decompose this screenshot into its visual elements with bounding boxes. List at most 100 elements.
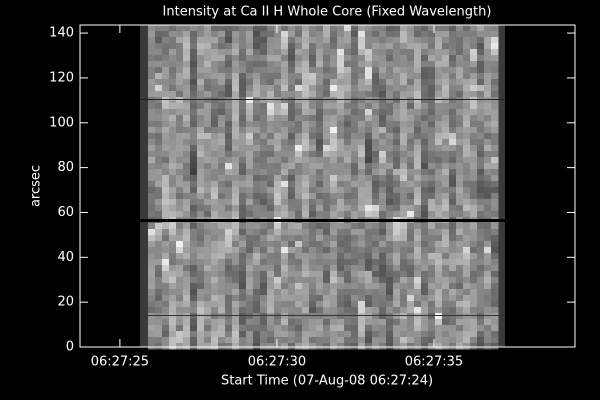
image-cell	[274, 55, 282, 62]
image-cell	[463, 121, 471, 128]
image-cell	[421, 331, 429, 338]
image-cell	[176, 163, 184, 170]
image-cell	[225, 229, 233, 236]
image-cell	[344, 235, 352, 242]
image-cell	[442, 97, 450, 104]
image-cell	[414, 85, 422, 92]
image-cell	[330, 55, 338, 62]
image-cell	[358, 97, 366, 104]
image-cell	[379, 25, 387, 32]
image-cell	[281, 109, 289, 116]
image-cell	[435, 283, 443, 290]
image-cell	[218, 319, 226, 326]
image-cell	[281, 253, 289, 260]
image-cell	[204, 151, 212, 158]
image-cell	[288, 25, 296, 32]
image-cell	[295, 271, 303, 278]
image-cell	[183, 139, 191, 146]
image-cell	[491, 229, 499, 236]
image-cell	[449, 223, 457, 230]
image-cell	[442, 85, 450, 92]
image-cell	[253, 145, 261, 152]
image-cell	[414, 31, 422, 38]
image-cell	[428, 127, 436, 134]
image-cell	[183, 331, 191, 338]
image-cell	[267, 325, 275, 332]
image-cell	[470, 37, 478, 44]
image-cell	[183, 163, 191, 170]
image-cell	[449, 73, 457, 80]
image-cell	[267, 43, 275, 50]
image-cell	[162, 331, 170, 338]
image-cell	[421, 61, 429, 68]
image-cell	[470, 103, 478, 110]
image-cell	[239, 247, 247, 254]
image-cell	[456, 121, 464, 128]
image-cell	[148, 181, 156, 188]
image-cell	[442, 211, 450, 218]
image-cell	[295, 115, 303, 122]
image-cell	[218, 241, 226, 248]
image-cell	[372, 67, 380, 74]
image-cell	[393, 79, 401, 86]
image-cell	[372, 79, 380, 86]
image-cell	[197, 301, 205, 308]
image-cell	[309, 31, 317, 38]
image-cell	[253, 229, 261, 236]
image-cell	[449, 103, 457, 110]
image-cell	[414, 103, 422, 110]
image-cell	[253, 253, 261, 260]
image-cell	[267, 235, 275, 242]
image-cell	[386, 133, 394, 140]
image-line	[140, 99, 505, 100]
image-cell	[218, 331, 226, 338]
image-cell	[484, 313, 492, 320]
image-cell	[491, 193, 499, 200]
image-cell	[218, 115, 226, 122]
image-cell	[169, 127, 177, 134]
image-cell	[260, 211, 268, 218]
image-cell	[386, 61, 394, 68]
image-cell	[239, 331, 247, 338]
image-cell	[414, 211, 422, 218]
image-cell	[302, 31, 310, 38]
image-cell	[225, 193, 233, 200]
image-cell	[428, 103, 436, 110]
image-cell	[253, 343, 261, 350]
image-cell	[372, 25, 380, 32]
image-cell	[295, 181, 303, 188]
image-cell	[246, 265, 254, 272]
image-cell	[253, 283, 261, 290]
image-cell	[449, 319, 457, 326]
image-cell	[253, 235, 261, 242]
image-cell	[281, 271, 289, 278]
image-cell	[225, 277, 233, 284]
image-cell	[183, 127, 191, 134]
image-cell	[190, 73, 198, 80]
image-cell	[288, 193, 296, 200]
image-cell	[330, 289, 338, 296]
image-cell	[428, 301, 436, 308]
image-cell	[379, 199, 387, 206]
image-cell	[176, 193, 184, 200]
image-cell	[351, 175, 359, 182]
image-cell	[379, 313, 387, 320]
image-cell	[309, 187, 317, 194]
image-cell	[421, 157, 429, 164]
image-cell	[218, 121, 226, 128]
image-cell	[197, 277, 205, 284]
image-cell	[351, 67, 359, 74]
image-cell	[456, 229, 464, 236]
image-cell	[260, 343, 268, 350]
image-cell	[386, 247, 394, 254]
image-cell	[407, 253, 415, 260]
image-cell	[421, 199, 429, 206]
image-cell	[295, 25, 303, 32]
image-cell	[288, 205, 296, 212]
image-cell	[379, 139, 387, 146]
image-cell	[491, 115, 499, 122]
image-cell	[449, 31, 457, 38]
image-cell	[239, 271, 247, 278]
image-cell	[407, 55, 415, 62]
image-cell	[204, 67, 212, 74]
